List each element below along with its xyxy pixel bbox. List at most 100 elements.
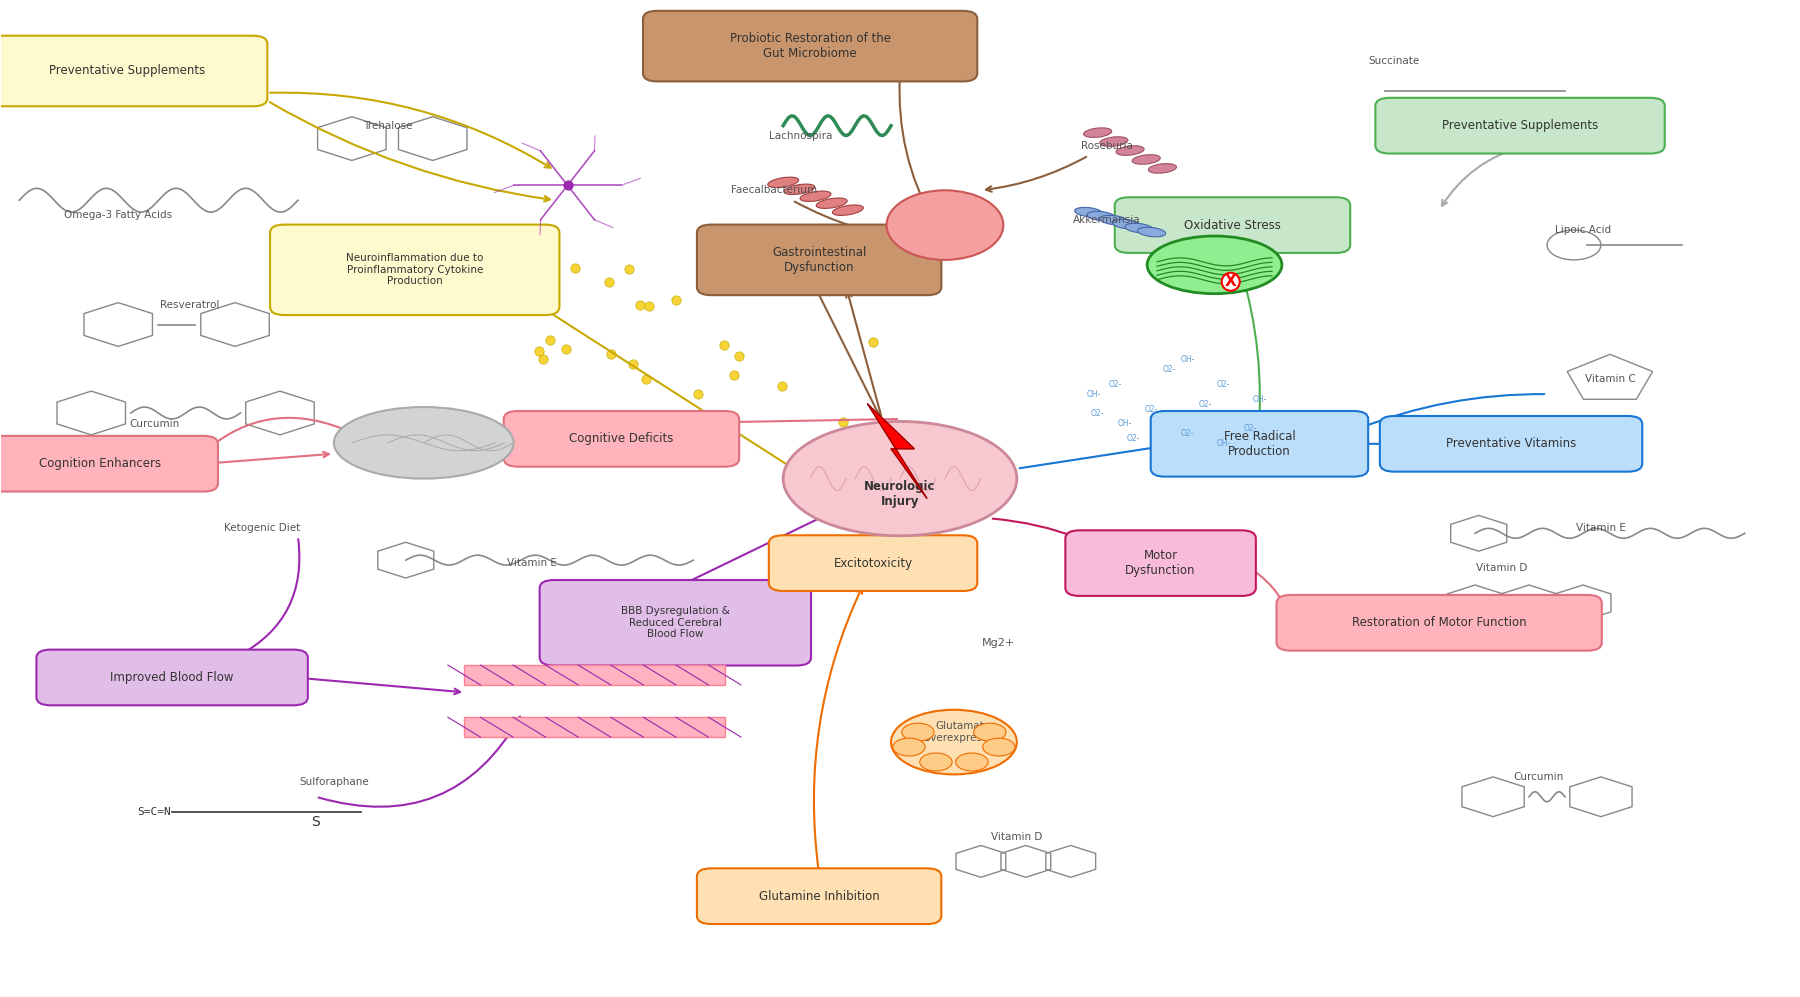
Point <box>524 343 553 359</box>
Point <box>553 341 581 357</box>
Point <box>709 337 738 353</box>
FancyBboxPatch shape <box>270 224 560 315</box>
FancyBboxPatch shape <box>0 36 268 107</box>
Circle shape <box>902 723 934 741</box>
Circle shape <box>956 753 988 771</box>
Text: Preventative Supplements: Preventative Supplements <box>1442 120 1598 133</box>
Text: Omega-3 Fatty Acids: Omega-3 Fatty Acids <box>65 210 173 220</box>
Text: O2-: O2- <box>1109 380 1123 389</box>
Point <box>695 252 724 268</box>
Text: O2-: O2- <box>1145 405 1157 414</box>
Text: Vitamin D: Vitamin D <box>992 831 1042 841</box>
FancyBboxPatch shape <box>36 650 308 705</box>
Text: Akkermansia: Akkermansia <box>1073 215 1141 225</box>
Ellipse shape <box>1100 137 1129 147</box>
Ellipse shape <box>1087 211 1116 221</box>
Point <box>652 427 680 443</box>
Point <box>553 177 581 193</box>
Text: S: S <box>311 815 320 829</box>
Text: Excitotoxicity: Excitotoxicity <box>833 556 913 569</box>
Text: Vitamin C: Vitamin C <box>1584 374 1634 384</box>
Point <box>594 274 623 290</box>
Point <box>634 298 662 314</box>
Text: O2-: O2- <box>1091 410 1105 419</box>
Text: Preventative Vitamins: Preventative Vitamins <box>1445 438 1577 451</box>
Text: OH-: OH- <box>1087 390 1102 399</box>
Ellipse shape <box>1075 207 1103 217</box>
Text: Lipoic Acid: Lipoic Acid <box>1555 225 1611 235</box>
FancyBboxPatch shape <box>0 436 218 492</box>
Text: O2-: O2- <box>1244 425 1256 434</box>
Ellipse shape <box>1116 146 1145 156</box>
Text: OH-: OH- <box>1217 440 1231 449</box>
Text: Cognitive Deficits: Cognitive Deficits <box>569 433 673 446</box>
Text: Sulforaphane: Sulforaphane <box>299 777 369 787</box>
Point <box>859 334 887 350</box>
Circle shape <box>893 738 925 756</box>
FancyBboxPatch shape <box>1276 595 1602 651</box>
Ellipse shape <box>783 422 1017 535</box>
Text: Curcumin: Curcumin <box>1512 772 1562 782</box>
Text: BBB Dysregulation &
Reduced Cerebral
Blood Flow: BBB Dysregulation & Reduced Cerebral Blo… <box>621 606 729 639</box>
FancyBboxPatch shape <box>1375 98 1665 154</box>
Text: Preventative Supplements: Preventative Supplements <box>49 65 205 78</box>
FancyBboxPatch shape <box>1150 411 1368 477</box>
Point <box>614 260 643 276</box>
Text: Motor
Dysfunction: Motor Dysfunction <box>1125 549 1195 577</box>
Ellipse shape <box>1132 155 1161 165</box>
Text: Improved Blood Flow: Improved Blood Flow <box>110 671 234 684</box>
Text: O2-: O2- <box>1181 430 1193 439</box>
Point <box>632 371 661 387</box>
Ellipse shape <box>1148 164 1177 173</box>
Point <box>720 367 749 383</box>
Point <box>769 379 797 395</box>
Text: Vitamin E: Vitamin E <box>1577 523 1625 533</box>
Circle shape <box>983 738 1015 756</box>
Text: Roseburia: Roseburia <box>1080 141 1132 151</box>
Ellipse shape <box>785 184 815 194</box>
FancyBboxPatch shape <box>697 868 941 924</box>
Point <box>470 286 499 302</box>
Text: OH-: OH- <box>1253 395 1267 404</box>
Point <box>625 297 653 313</box>
Text: Glutamine Inhibition: Glutamine Inhibition <box>760 889 880 902</box>
Text: S=C=N: S=C=N <box>137 807 171 817</box>
Text: Oxidative Stress: Oxidative Stress <box>1184 218 1282 231</box>
FancyBboxPatch shape <box>697 224 941 295</box>
Ellipse shape <box>891 710 1017 775</box>
Ellipse shape <box>1112 219 1141 229</box>
Circle shape <box>974 723 1006 741</box>
FancyBboxPatch shape <box>540 580 812 666</box>
Text: O2-: O2- <box>1217 380 1229 389</box>
Text: Gastrointestinal
Dysfunction: Gastrointestinal Dysfunction <box>772 246 866 274</box>
Ellipse shape <box>1100 215 1129 225</box>
Point <box>729 281 758 297</box>
Text: Glutamate
Overexpression: Glutamate Overexpression <box>922 722 1004 743</box>
Ellipse shape <box>799 191 832 201</box>
Circle shape <box>920 753 952 771</box>
Text: Cognition Enhancers: Cognition Enhancers <box>40 458 162 471</box>
Text: Faecalbacterium: Faecalbacterium <box>731 185 817 195</box>
Text: Lachnospira: Lachnospira <box>769 131 833 141</box>
Point <box>601 428 630 444</box>
Point <box>598 346 626 362</box>
Text: O2-: O2- <box>1199 400 1211 409</box>
Point <box>725 348 754 364</box>
Text: Trehalose: Trehalose <box>364 121 412 131</box>
Text: O2-: O2- <box>1163 365 1175 374</box>
Ellipse shape <box>1125 223 1154 233</box>
Point <box>529 351 558 367</box>
Text: Neuroinflammation due to
Proinflammatory Cytokine
Production: Neuroinflammation due to Proinflammatory… <box>346 253 484 286</box>
Point <box>662 291 691 307</box>
Point <box>619 356 648 372</box>
Ellipse shape <box>815 198 848 208</box>
FancyBboxPatch shape <box>464 665 725 685</box>
Ellipse shape <box>887 190 1003 260</box>
Point <box>515 293 544 309</box>
Ellipse shape <box>1147 236 1282 294</box>
FancyBboxPatch shape <box>504 411 740 467</box>
Text: X: X <box>1224 274 1237 289</box>
Point <box>684 386 713 402</box>
Text: Vitamin E: Vitamin E <box>506 558 556 568</box>
FancyBboxPatch shape <box>464 717 725 737</box>
